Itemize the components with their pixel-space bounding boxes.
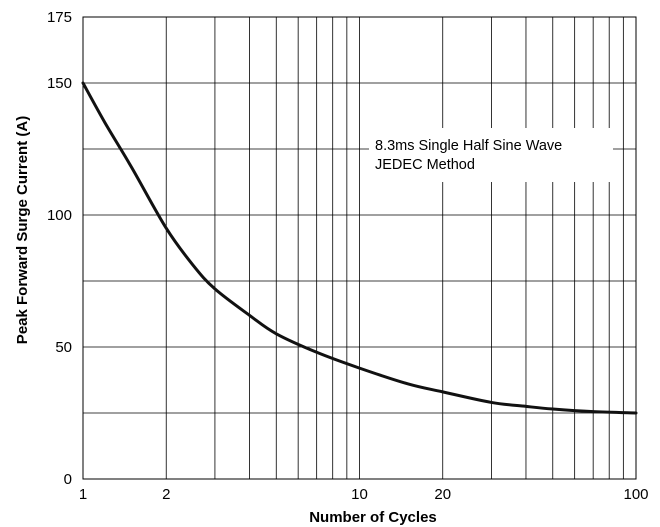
annotation-line-1: 8.3ms Single Half Sine Wave: [375, 138, 562, 154]
x-axis-label: Number of Cycles: [309, 509, 437, 526]
y-tick-label: 150: [47, 75, 72, 92]
annotation: 8.3ms Single Half Sine Wave JEDEC Method: [369, 128, 613, 182]
y-tick-label: 100: [47, 207, 72, 224]
x-tick-label: 2: [162, 486, 170, 503]
x-tick-label: 10: [351, 486, 368, 503]
plot-frame: [82, 16, 637, 480]
x-tick-label: 20: [434, 486, 451, 503]
y-tick-label: 0: [64, 471, 72, 488]
y-tick-label: 175: [47, 9, 72, 26]
y-tick-label: 50: [55, 339, 72, 356]
x-tick-label: 100: [623, 486, 648, 503]
tick-labels: 1 2 10 20 100 0 50 100 150 175: [47, 9, 649, 503]
series-line: [81, 81, 638, 415]
annotation-background: [369, 128, 613, 182]
y-axis-label: Peak Forward Surge Current (A): [14, 116, 31, 344]
annotation-line-2: JEDEC Method: [375, 157, 475, 173]
x-tick-label: 1: [79, 486, 87, 503]
